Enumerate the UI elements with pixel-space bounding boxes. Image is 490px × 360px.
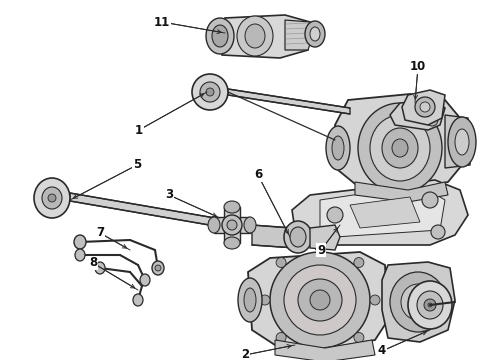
Ellipse shape [290, 227, 306, 247]
Ellipse shape [408, 281, 452, 329]
Ellipse shape [212, 25, 228, 47]
Text: 10: 10 [410, 60, 426, 73]
Ellipse shape [310, 290, 330, 310]
Ellipse shape [224, 201, 240, 213]
Polygon shape [355, 182, 448, 202]
Ellipse shape [244, 217, 256, 233]
Text: 11: 11 [154, 15, 170, 28]
Ellipse shape [276, 257, 286, 267]
Polygon shape [335, 94, 462, 190]
Polygon shape [292, 180, 468, 245]
Ellipse shape [428, 303, 432, 307]
Polygon shape [310, 225, 340, 250]
Polygon shape [222, 15, 310, 58]
Ellipse shape [75, 249, 85, 261]
Ellipse shape [245, 24, 265, 48]
Ellipse shape [370, 115, 430, 181]
Ellipse shape [133, 294, 143, 306]
Ellipse shape [244, 288, 256, 312]
Ellipse shape [382, 128, 418, 168]
Ellipse shape [238, 278, 262, 322]
Ellipse shape [74, 235, 86, 249]
Polygon shape [70, 193, 215, 226]
Ellipse shape [310, 27, 320, 41]
Text: 2: 2 [241, 348, 249, 360]
Polygon shape [252, 225, 295, 248]
Ellipse shape [370, 295, 380, 305]
Polygon shape [228, 89, 350, 114]
Ellipse shape [200, 82, 220, 102]
Ellipse shape [326, 126, 350, 170]
Ellipse shape [354, 257, 364, 267]
Ellipse shape [420, 102, 430, 112]
Ellipse shape [222, 215, 242, 235]
Polygon shape [445, 115, 472, 168]
Ellipse shape [192, 74, 228, 110]
Ellipse shape [422, 192, 438, 208]
Ellipse shape [270, 252, 370, 348]
Ellipse shape [206, 18, 234, 54]
Polygon shape [382, 262, 455, 342]
Ellipse shape [206, 88, 214, 96]
Polygon shape [224, 207, 240, 243]
Ellipse shape [327, 207, 343, 223]
Ellipse shape [424, 299, 436, 311]
Text: 3: 3 [165, 189, 173, 202]
Ellipse shape [373, 205, 397, 225]
Polygon shape [402, 90, 445, 125]
Ellipse shape [332, 136, 344, 160]
Text: 6: 6 [254, 168, 262, 181]
Text: 5: 5 [133, 158, 141, 171]
Ellipse shape [448, 117, 476, 167]
Polygon shape [248, 252, 388, 348]
Ellipse shape [315, 348, 325, 358]
Polygon shape [390, 100, 445, 130]
Ellipse shape [390, 272, 446, 332]
Ellipse shape [260, 295, 270, 305]
Ellipse shape [155, 265, 161, 271]
Ellipse shape [392, 139, 408, 157]
Polygon shape [275, 340, 375, 360]
Ellipse shape [48, 194, 56, 202]
Ellipse shape [276, 333, 286, 342]
Ellipse shape [431, 225, 445, 239]
Ellipse shape [354, 333, 364, 342]
Polygon shape [320, 185, 445, 238]
Ellipse shape [224, 237, 240, 249]
Text: 4: 4 [378, 345, 386, 357]
Ellipse shape [237, 16, 273, 56]
Ellipse shape [95, 262, 105, 274]
Ellipse shape [140, 274, 150, 286]
Ellipse shape [358, 103, 442, 193]
Ellipse shape [426, 114, 438, 126]
Ellipse shape [417, 291, 443, 319]
Ellipse shape [208, 217, 220, 233]
Ellipse shape [455, 129, 469, 155]
Ellipse shape [42, 187, 62, 209]
Text: 7: 7 [96, 226, 104, 239]
Ellipse shape [284, 265, 356, 335]
Ellipse shape [401, 284, 435, 320]
Ellipse shape [298, 279, 342, 321]
Ellipse shape [227, 220, 237, 230]
Polygon shape [214, 217, 250, 233]
Ellipse shape [284, 221, 312, 253]
Text: 9: 9 [317, 243, 325, 256]
Ellipse shape [315, 242, 325, 252]
Ellipse shape [410, 294, 426, 310]
Text: 1: 1 [135, 123, 143, 136]
Text: 8: 8 [89, 256, 97, 270]
Ellipse shape [305, 21, 325, 47]
Polygon shape [285, 20, 312, 50]
Ellipse shape [152, 261, 164, 275]
Polygon shape [350, 197, 420, 228]
Ellipse shape [410, 105, 426, 121]
Ellipse shape [415, 97, 435, 117]
Ellipse shape [34, 178, 70, 218]
